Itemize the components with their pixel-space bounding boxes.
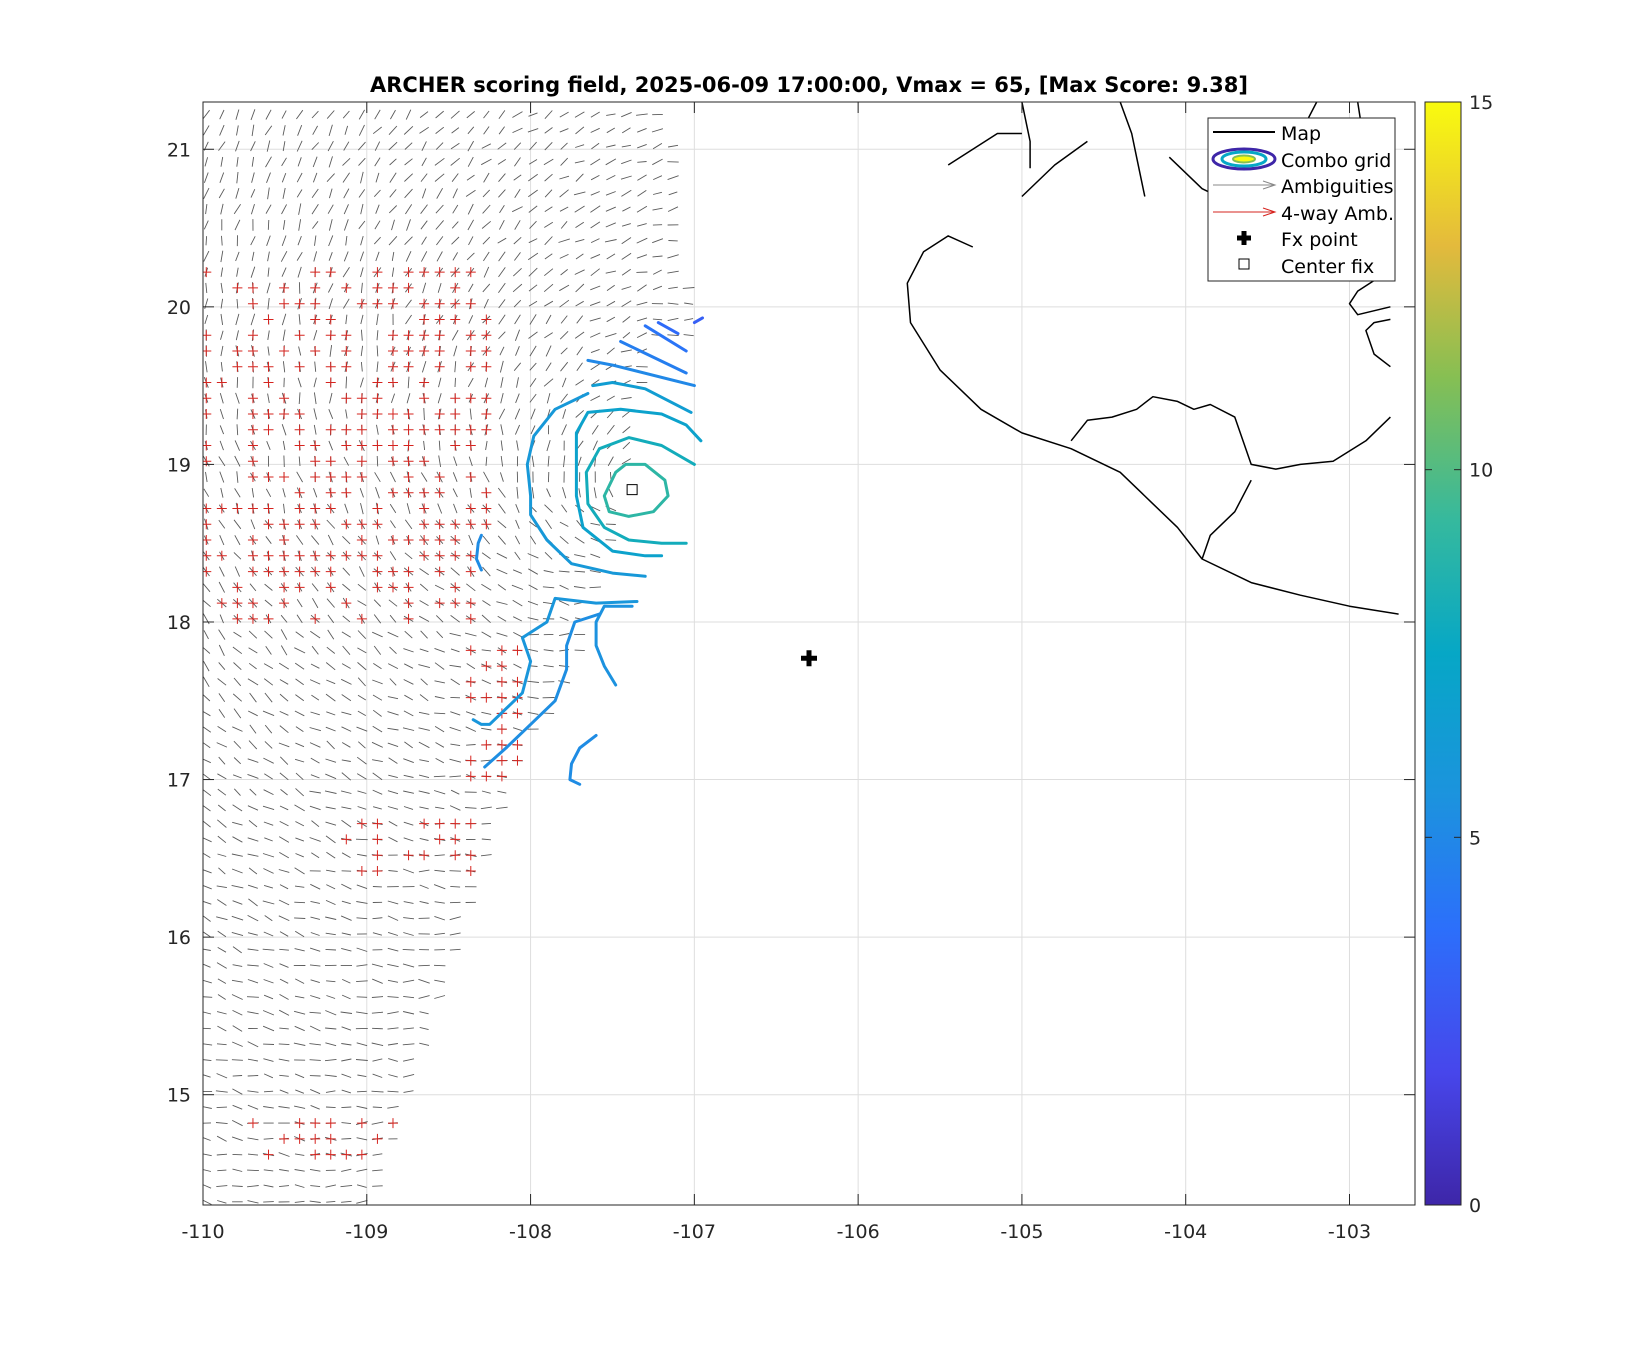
- colorbar-gradient: [1424, 101, 1462, 1206]
- fx-point-marker: [801, 650, 817, 667]
- y-tick-label: 20: [167, 297, 191, 319]
- score-contour: [483, 612, 601, 769]
- coastline-segment: [1021, 140, 1088, 198]
- legend-combo-swatch-inner: [1232, 154, 1256, 164]
- y-tick-label: 19: [167, 454, 191, 476]
- legend-center-fix-label: Center fix: [1281, 256, 1374, 278]
- x-axis-ticks: -110 -109 -108 -107 -106 -105 -104 -103: [181, 102, 1371, 1243]
- legend-4way-label: 4-way Amb.: [1281, 203, 1394, 225]
- x-tick-label: -103: [1328, 1221, 1371, 1243]
- legend-ambiguities-swatch: [1213, 180, 1277, 190]
- score-contour: [602, 462, 670, 518]
- score-contour: [471, 596, 639, 726]
- x-tick-label: -104: [1164, 1221, 1207, 1243]
- ambiguity-arrows: [203, 109, 695, 1205]
- score-contour: [591, 381, 693, 414]
- center-fix-marker: [626, 484, 638, 496]
- coastline-segment: [1021, 102, 1031, 169]
- coastline-segment: [1070, 395, 1391, 470]
- x-tick-label: -106: [837, 1221, 880, 1243]
- score-contour: [525, 392, 647, 578]
- combo-grid-contours: [471, 316, 704, 786]
- x-tick-label: -108: [509, 1221, 552, 1243]
- legend-center-fix-swatch: [1238, 258, 1250, 270]
- score-contour: [568, 733, 598, 786]
- score-contour: [619, 340, 688, 375]
- colorbar: 0 5 10 15: [1424, 92, 1493, 1217]
- score-contour: [574, 407, 703, 558]
- x-tick-label: -105: [1000, 1221, 1043, 1243]
- score-contour: [594, 604, 634, 687]
- y-tick-label: 17: [167, 770, 191, 792]
- point-markers: [626, 484, 817, 667]
- ambiguity-vectors: [203, 109, 695, 1205]
- colorbar-tick-label: 10: [1469, 460, 1493, 482]
- x-tick-label: -110: [181, 1221, 224, 1243]
- coastline-segment: [1201, 479, 1252, 560]
- y-tick-label: 21: [167, 139, 191, 161]
- grid-lines: [202, 102, 1415, 1205]
- legend-map-label: Map: [1281, 123, 1321, 145]
- coastline-segment: [1348, 274, 1391, 316]
- y-axis-ticks: 15 16 17 18 19 20 21: [167, 139, 1415, 1107]
- legend: Map Combo grid Ambiguities 4-way Amb. Fx…: [1207, 117, 1396, 282]
- coastline-segment: [1365, 318, 1391, 368]
- y-tick-label: 16: [167, 927, 191, 949]
- colorbar-tick-label: 5: [1469, 827, 1481, 849]
- plot-area-frame: [202, 101, 1416, 1206]
- x-tick-label: -107: [673, 1221, 716, 1243]
- four-way-ambiguity-marks: [203, 267, 523, 1160]
- x-tick-label: -109: [345, 1221, 388, 1243]
- score-contour: [586, 358, 696, 388]
- score-contour: [584, 436, 696, 545]
- y-tick-label: 18: [167, 612, 191, 634]
- score-contour: [643, 324, 688, 353]
- legend-fx-point-label: Fx point: [1281, 229, 1358, 251]
- legend-combo-label: Combo grid: [1281, 150, 1391, 172]
- score-contour: [475, 533, 483, 572]
- colorbar-tick-label: 0: [1469, 1195, 1481, 1217]
- legend-box: [1207, 117, 1396, 282]
- chart-title: ARCHER scoring field, 2025-06-09 17:00:0…: [370, 73, 1248, 97]
- legend-4way-swatch: [1213, 207, 1277, 217]
- score-contour: [692, 316, 704, 325]
- coastline-segment: [1119, 102, 1146, 197]
- legend-combo-swatch-outer: [1211, 147, 1277, 171]
- colorbar-tick-label: 15: [1469, 92, 1493, 114]
- legend-fx-point-swatch: [1237, 231, 1251, 245]
- legend-combo-swatch-mid: [1220, 150, 1268, 168]
- score-contour: [656, 321, 680, 336]
- colorbar-ticks: 0 5 10 15: [1425, 92, 1493, 1217]
- coastline-segment: [947, 132, 1022, 166]
- coastline-segment: [906, 235, 1399, 615]
- y-tick-label: 15: [167, 1085, 191, 1107]
- legend-ambiguities-label: Ambiguities: [1281, 176, 1394, 198]
